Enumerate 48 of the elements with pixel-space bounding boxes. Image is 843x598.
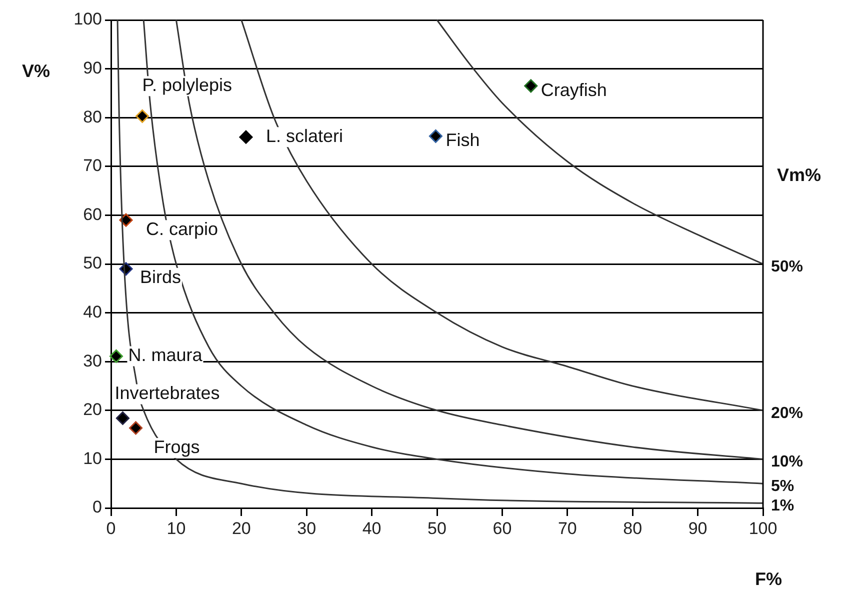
x-tick-label: 40	[362, 518, 382, 538]
series-label: Fish	[446, 130, 480, 150]
series-label: 1%	[771, 498, 794, 515]
y-tick-label: 90	[83, 58, 102, 78]
y-tick-label: 70	[83, 156, 102, 176]
point	[129, 421, 143, 435]
y-tick-label: 30	[83, 351, 102, 370]
x-tick-label: 70	[558, 518, 577, 538]
series-label: 10%	[771, 454, 804, 471]
x-tick-label: 100	[748, 518, 778, 538]
y-tick-label: 100	[74, 10, 102, 29]
point	[136, 109, 150, 123]
x-tick-label: 50	[428, 518, 446, 538]
series-label: L. sclateri	[266, 126, 343, 146]
x-tick-label: 0	[106, 518, 116, 538]
y-tick-label: 40	[83, 302, 102, 322]
series-label: C. carpio	[146, 219, 218, 240]
series-label: Birds	[140, 266, 182, 287]
y-tick-label: 0	[92, 498, 102, 517]
point	[116, 411, 130, 425]
x-tick-label: 10	[166, 518, 186, 538]
y-tick-label: 10	[83, 448, 102, 468]
series-label: Invertebrates	[114, 383, 220, 404]
x-tick-label: 90	[688, 518, 708, 538]
series-label: 50%	[771, 258, 804, 276]
y-axis-title: V%	[22, 60, 50, 81]
series-label: Crayfish	[540, 80, 607, 100]
line-series	[436, 19, 764, 265]
series-label: 20%	[771, 404, 804, 422]
x-tick-label: 20	[232, 518, 251, 538]
series-label: Frogs	[154, 436, 200, 457]
x-tick-label: 80	[623, 518, 642, 538]
x-axis-title: F%	[755, 568, 782, 589]
x-tick-label: 60	[492, 518, 512, 538]
x-tick-label: 30	[297, 518, 316, 538]
y-tick-label: 20	[83, 400, 102, 420]
point	[109, 349, 123, 363]
y-tick-label: 50	[83, 254, 102, 273]
y-tick-label: 60	[83, 204, 102, 224]
series-label: N. maura	[128, 345, 204, 366]
point	[524, 79, 538, 93]
series-label: P. polylepis	[142, 75, 232, 96]
line-series	[240, 19, 764, 412]
series-label: 5%	[771, 478, 794, 496]
point	[239, 130, 253, 144]
legend-title: Vm%	[777, 164, 822, 185]
point	[428, 129, 442, 143]
y-tick-label: 80	[83, 107, 102, 126]
